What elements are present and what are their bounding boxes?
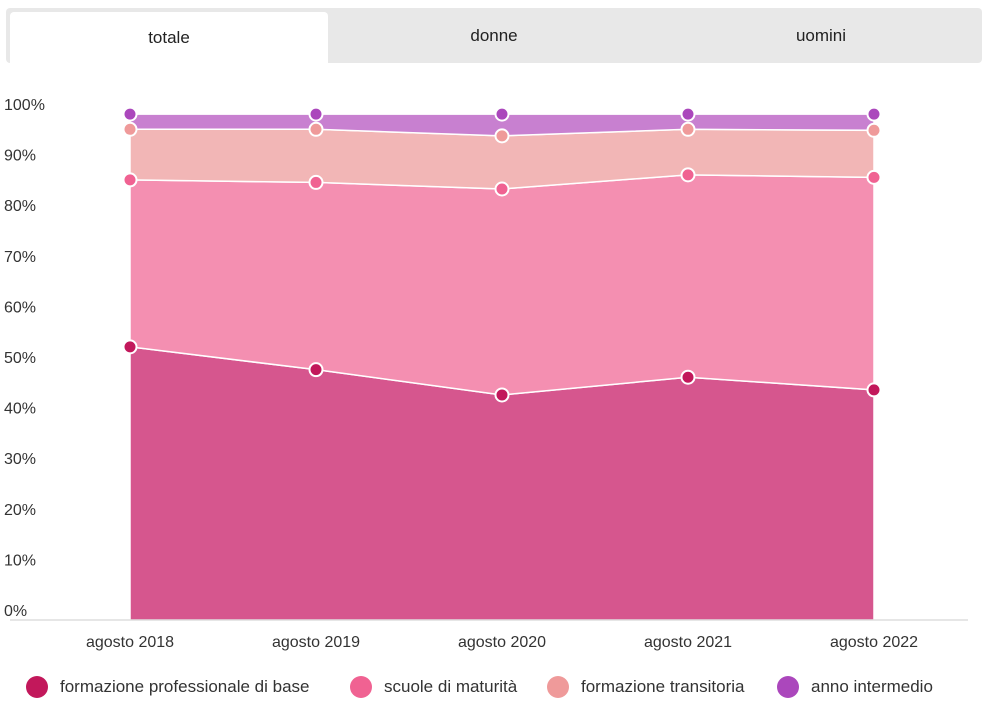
data-point [122, 121, 138, 137]
data-point [122, 106, 138, 122]
data-point [122, 339, 138, 355]
data-point [866, 106, 882, 122]
legend-label: formazione professionale di base [60, 677, 310, 696]
data-point [308, 174, 324, 190]
legend-label: scuole di maturità [384, 677, 518, 696]
legend-item[interactable]: anno intermedio [777, 676, 933, 698]
legend-item[interactable]: formazione transitoria [547, 676, 744, 698]
x-tick-label: agosto 2021 [644, 634, 732, 651]
legend: formazione professionale di base scuole d… [0, 676, 994, 716]
tab-uomini[interactable]: uomini [795, 25, 847, 45]
legend-swatch [777, 676, 799, 698]
data-point [308, 106, 324, 122]
y-tick-label: 40% [4, 401, 36, 418]
data-point [866, 382, 882, 398]
y-tick-label: 90% [4, 148, 36, 165]
data-point [494, 387, 510, 403]
data-point [122, 172, 138, 188]
y-tick-label: 20% [4, 502, 36, 519]
x-tick-label: agosto 2020 [458, 634, 546, 651]
tab-bar: totale donne uomini [6, 8, 982, 63]
x-tick-label: agosto 2022 [830, 634, 918, 651]
data-point [308, 362, 324, 378]
data-point [680, 167, 696, 183]
y-tick-label: 50% [4, 350, 36, 367]
legend-item[interactable]: formazione professionale di base [26, 676, 309, 698]
data-point [308, 121, 324, 137]
tab-donne[interactable]: donne [470, 25, 518, 45]
y-tick-label: 100% [4, 97, 45, 114]
legend-label: formazione transitoria [581, 677, 745, 696]
legend-swatch [26, 676, 48, 698]
x-tick-label: agosto 2019 [272, 634, 360, 651]
stacked-area-chart: 0% 10% 20% 30% 40% 50% 60% 70% 80% 90% 100% agosto … [4, 97, 968, 651]
data-point [866, 169, 882, 185]
data-point [680, 369, 696, 385]
x-tick-label: agosto 2018 [86, 634, 174, 651]
data-point [866, 122, 882, 138]
data-point [494, 106, 510, 122]
y-tick-label: 80% [4, 198, 36, 215]
legend-swatch [547, 676, 569, 698]
data-point [680, 121, 696, 137]
legend-label: anno intermedio [811, 677, 933, 696]
y-tick-label: 60% [4, 299, 36, 316]
data-point [494, 181, 510, 197]
legend-item[interactable]: scuole di maturità [350, 676, 517, 698]
y-tick-label: 70% [4, 249, 36, 266]
data-point [494, 128, 510, 144]
tab-totale[interactable]: totale [10, 12, 328, 63]
data-point [680, 106, 696, 122]
y-tick-label: 10% [4, 552, 36, 569]
y-tick-label: 30% [4, 451, 36, 468]
legend-swatch [350, 676, 372, 698]
y-tick-label: 0% [4, 603, 27, 620]
